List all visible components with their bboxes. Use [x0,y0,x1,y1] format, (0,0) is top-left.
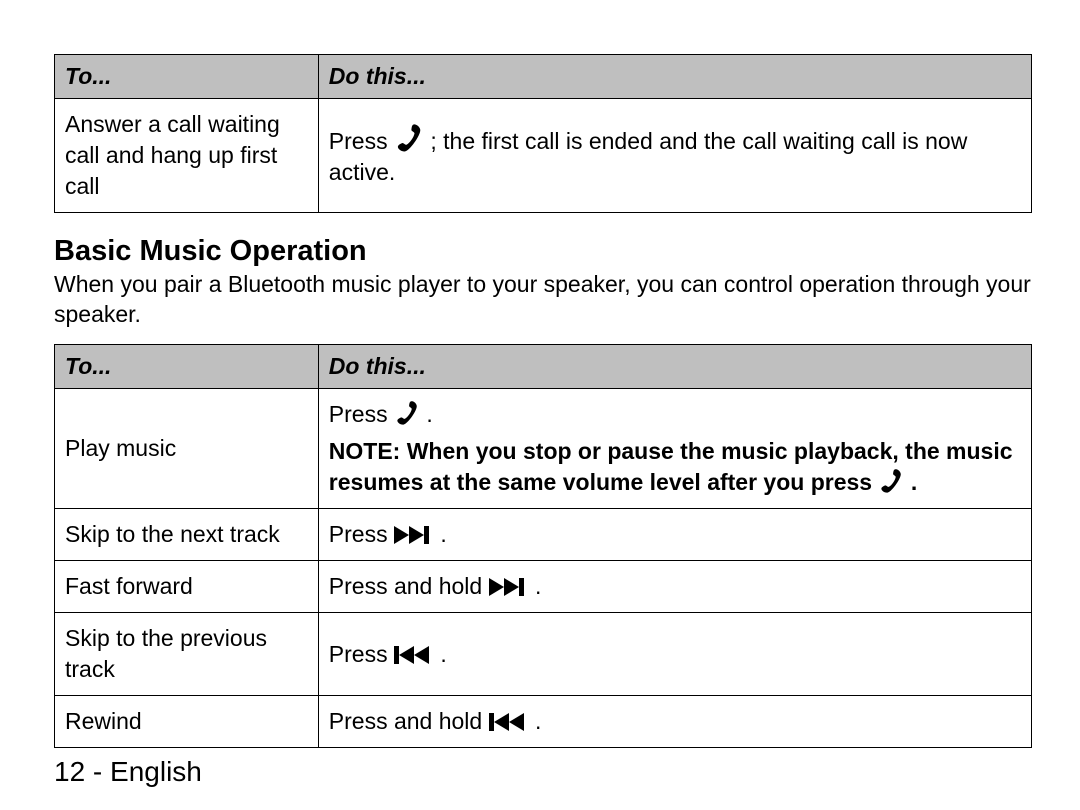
page-footer: 12 - English [54,756,202,788]
text-press: Press and hold [329,708,489,734]
phone-icon [878,468,904,494]
cell-to: Play music [55,389,319,509]
cell-to: Fast forward [55,561,319,613]
text-press: Press [329,641,394,667]
cell-to: Skip to the next track [55,509,319,561]
table-row: Rewind Press and hold . [55,696,1032,748]
section-intro: When you pair a Bluetooth music player t… [54,270,1032,330]
text-period: . [434,641,447,667]
text-press: Press [329,401,394,427]
col-header-do: Do this... [318,344,1031,388]
note-period: . [904,469,917,495]
text-rest: ; the first call is ended and the call w… [329,128,968,185]
phone-icon [394,400,420,426]
text-press: Press [329,128,394,154]
text-period: . [434,521,447,547]
section-title: Basic Music Operation [54,235,1032,268]
cell-do: Press . [318,613,1031,696]
cell-do: Press and hold . [318,561,1031,613]
fast-forward-icon [394,524,434,546]
text-press: Press [329,521,394,547]
call-table: To... Do this... Answer a call waiting c… [54,54,1032,213]
cell-to: Answer a call waiting call and hang up f… [55,99,319,213]
phone-icon [394,123,424,153]
table-row: Fast forward Press and hold . [55,561,1032,613]
text-period: . [420,401,433,427]
table-header-row: To... Do this... [55,344,1032,388]
table-row: Answer a call waiting call and hang up f… [55,99,1032,213]
cell-do: Press . [318,509,1031,561]
cell-to: Skip to the previous track [55,613,319,696]
cell-do: Press ; the first call is ended and the … [318,99,1031,213]
manual-page: To... Do this... Answer a call waiting c… [0,0,1080,810]
cell-do: Press and hold . [318,696,1031,748]
col-header-do: Do this... [318,55,1031,99]
table-row: Play music Press . NOTE: When you stop o… [55,389,1032,509]
table-row: Skip to the previous track Press . [55,613,1032,696]
fast-forward-icon [489,576,529,598]
text-period: . [529,573,542,599]
col-header-to: To... [55,55,319,99]
rewind-icon [489,711,529,733]
cell-do: Press . NOTE: When you stop or pause the… [318,389,1031,509]
text-period: . [529,708,542,734]
table-row: Skip to the next track Press . [55,509,1032,561]
table-header-row: To... Do this... [55,55,1032,99]
col-header-to: To... [55,344,319,388]
cell-to: Rewind [55,696,319,748]
text-press: Press and hold [329,573,489,599]
rewind-icon [394,644,434,666]
music-table: To... Do this... Play music Press . NOTE… [54,344,1032,748]
